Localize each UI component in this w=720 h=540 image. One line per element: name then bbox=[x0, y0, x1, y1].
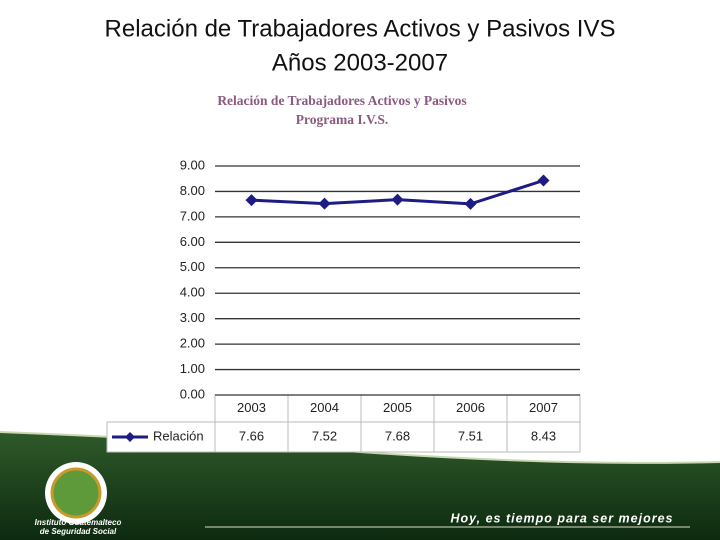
table-cell bbox=[506, 394, 581, 423]
x-tick-label: 2006 bbox=[456, 400, 485, 415]
table-cell bbox=[360, 421, 435, 453]
y-tick-label: 2.00 bbox=[180, 336, 205, 351]
table-value: 7.68 bbox=[385, 428, 410, 443]
chart-title: Relación de Trabajadores Activos y Pasiv… bbox=[217, 93, 466, 108]
chart-title: Programa I.V.S. bbox=[296, 112, 389, 127]
table-cell bbox=[506, 421, 581, 453]
marker bbox=[391, 193, 404, 206]
marker bbox=[464, 197, 477, 210]
table-value: 7.66 bbox=[239, 428, 264, 443]
x-tick-label: 2005 bbox=[383, 400, 412, 415]
table-cell bbox=[433, 394, 508, 423]
marker bbox=[245, 194, 258, 207]
y-tick-label: 4.00 bbox=[180, 285, 205, 300]
y-tick-label: 9.00 bbox=[180, 157, 205, 172]
y-tick-label: 6.00 bbox=[180, 234, 205, 249]
marker bbox=[318, 197, 331, 210]
x-tick-label: 2003 bbox=[237, 400, 266, 415]
y-tick-label: 8.00 bbox=[180, 183, 205, 198]
x-tick-label: 2004 bbox=[310, 400, 339, 415]
slide-title: Relación de Trabajadores Activos y Pasiv… bbox=[105, 15, 616, 42]
y-tick-label: 7.00 bbox=[180, 208, 205, 223]
table-value: 7.52 bbox=[312, 428, 337, 443]
logo-inner bbox=[50, 467, 102, 519]
legend-label: Relación bbox=[153, 428, 204, 443]
marker bbox=[537, 174, 550, 187]
institution: Instituto Guatemalteco bbox=[35, 518, 122, 527]
y-tick-label: 5.00 bbox=[180, 259, 205, 274]
slogan: Hoy, es tiempo para ser mejores bbox=[451, 511, 674, 525]
slide-title: Años 2003-2007 bbox=[272, 49, 448, 76]
footer-band bbox=[0, 432, 720, 540]
legend-marker bbox=[125, 432, 135, 442]
institution: de Seguridad Social bbox=[40, 527, 117, 536]
x-tick-label: 2007 bbox=[529, 400, 558, 415]
table-cell bbox=[433, 421, 508, 453]
y-tick-label: 0.00 bbox=[180, 386, 205, 401]
y-tick-label: 3.00 bbox=[180, 310, 205, 325]
table-value: 8.43 bbox=[531, 428, 556, 443]
y-tick-label: 1.00 bbox=[180, 361, 205, 376]
table-value: 7.51 bbox=[458, 428, 483, 443]
